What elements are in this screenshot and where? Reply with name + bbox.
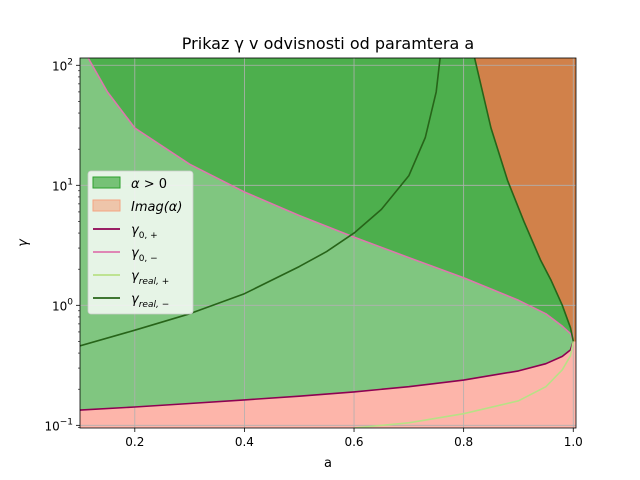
- legend-label-3: γ0, −: [131, 246, 158, 264]
- x-tick-label-1: 0.4: [235, 435, 254, 449]
- legend-swatch-0: [92, 176, 121, 189]
- x-axis-ticks: 0.2 0.4 0.6 0.8 1.0: [125, 428, 583, 449]
- series-line-1: [87, 58, 575, 342]
- x-tick-label-4: 1.0: [564, 435, 583, 449]
- imag-upper-overlap: [474, 58, 576, 342]
- x-tick-label-3: 0.8: [454, 435, 473, 449]
- x-axis-label: a: [324, 456, 332, 471]
- y-axis-label: γ: [16, 238, 31, 247]
- y-axis-ticks: 10−1 100 101 102: [44, 57, 80, 433]
- series-line-0: [80, 341, 575, 411]
- legend-label-5: γreal, −: [131, 292, 169, 310]
- legend-label-2: γ0, +: [131, 223, 158, 241]
- plot-frame: [79, 57, 577, 429]
- legend-label-1: Imag(α): [131, 200, 182, 215]
- y-tick-label-0: 10−1: [44, 417, 73, 433]
- legend-label-0: α > 0: [131, 177, 167, 192]
- legend-swatch-1: [92, 199, 121, 212]
- alpha-positive-region-2: [88, 58, 576, 342]
- shaded-regions: [80, 58, 576, 428]
- series-lines: [80, 58, 575, 428]
- legend-label-4: γreal, +: [131, 269, 169, 287]
- series-line-3: [80, 58, 441, 347]
- series-line-2: [353, 341, 575, 428]
- legend-box: [87, 170, 194, 315]
- y-tick-label-3: 102: [52, 57, 73, 73]
- x-tick-label-2: 0.6: [344, 435, 363, 449]
- series-line-4: [473, 58, 575, 342]
- legend: α > 0 Imag(α) γ0, + γ0, − γreal, + γreal, −: [87, 170, 194, 315]
- x-tick-label-0: 0.2: [125, 435, 144, 449]
- chart-title: Prikaz γ v odvisnosti od paramtera a: [182, 34, 474, 53]
- imag-lower-region: [80, 341, 576, 428]
- y-tick-label-1: 100: [52, 297, 73, 313]
- y-tick-label-2: 101: [52, 177, 73, 193]
